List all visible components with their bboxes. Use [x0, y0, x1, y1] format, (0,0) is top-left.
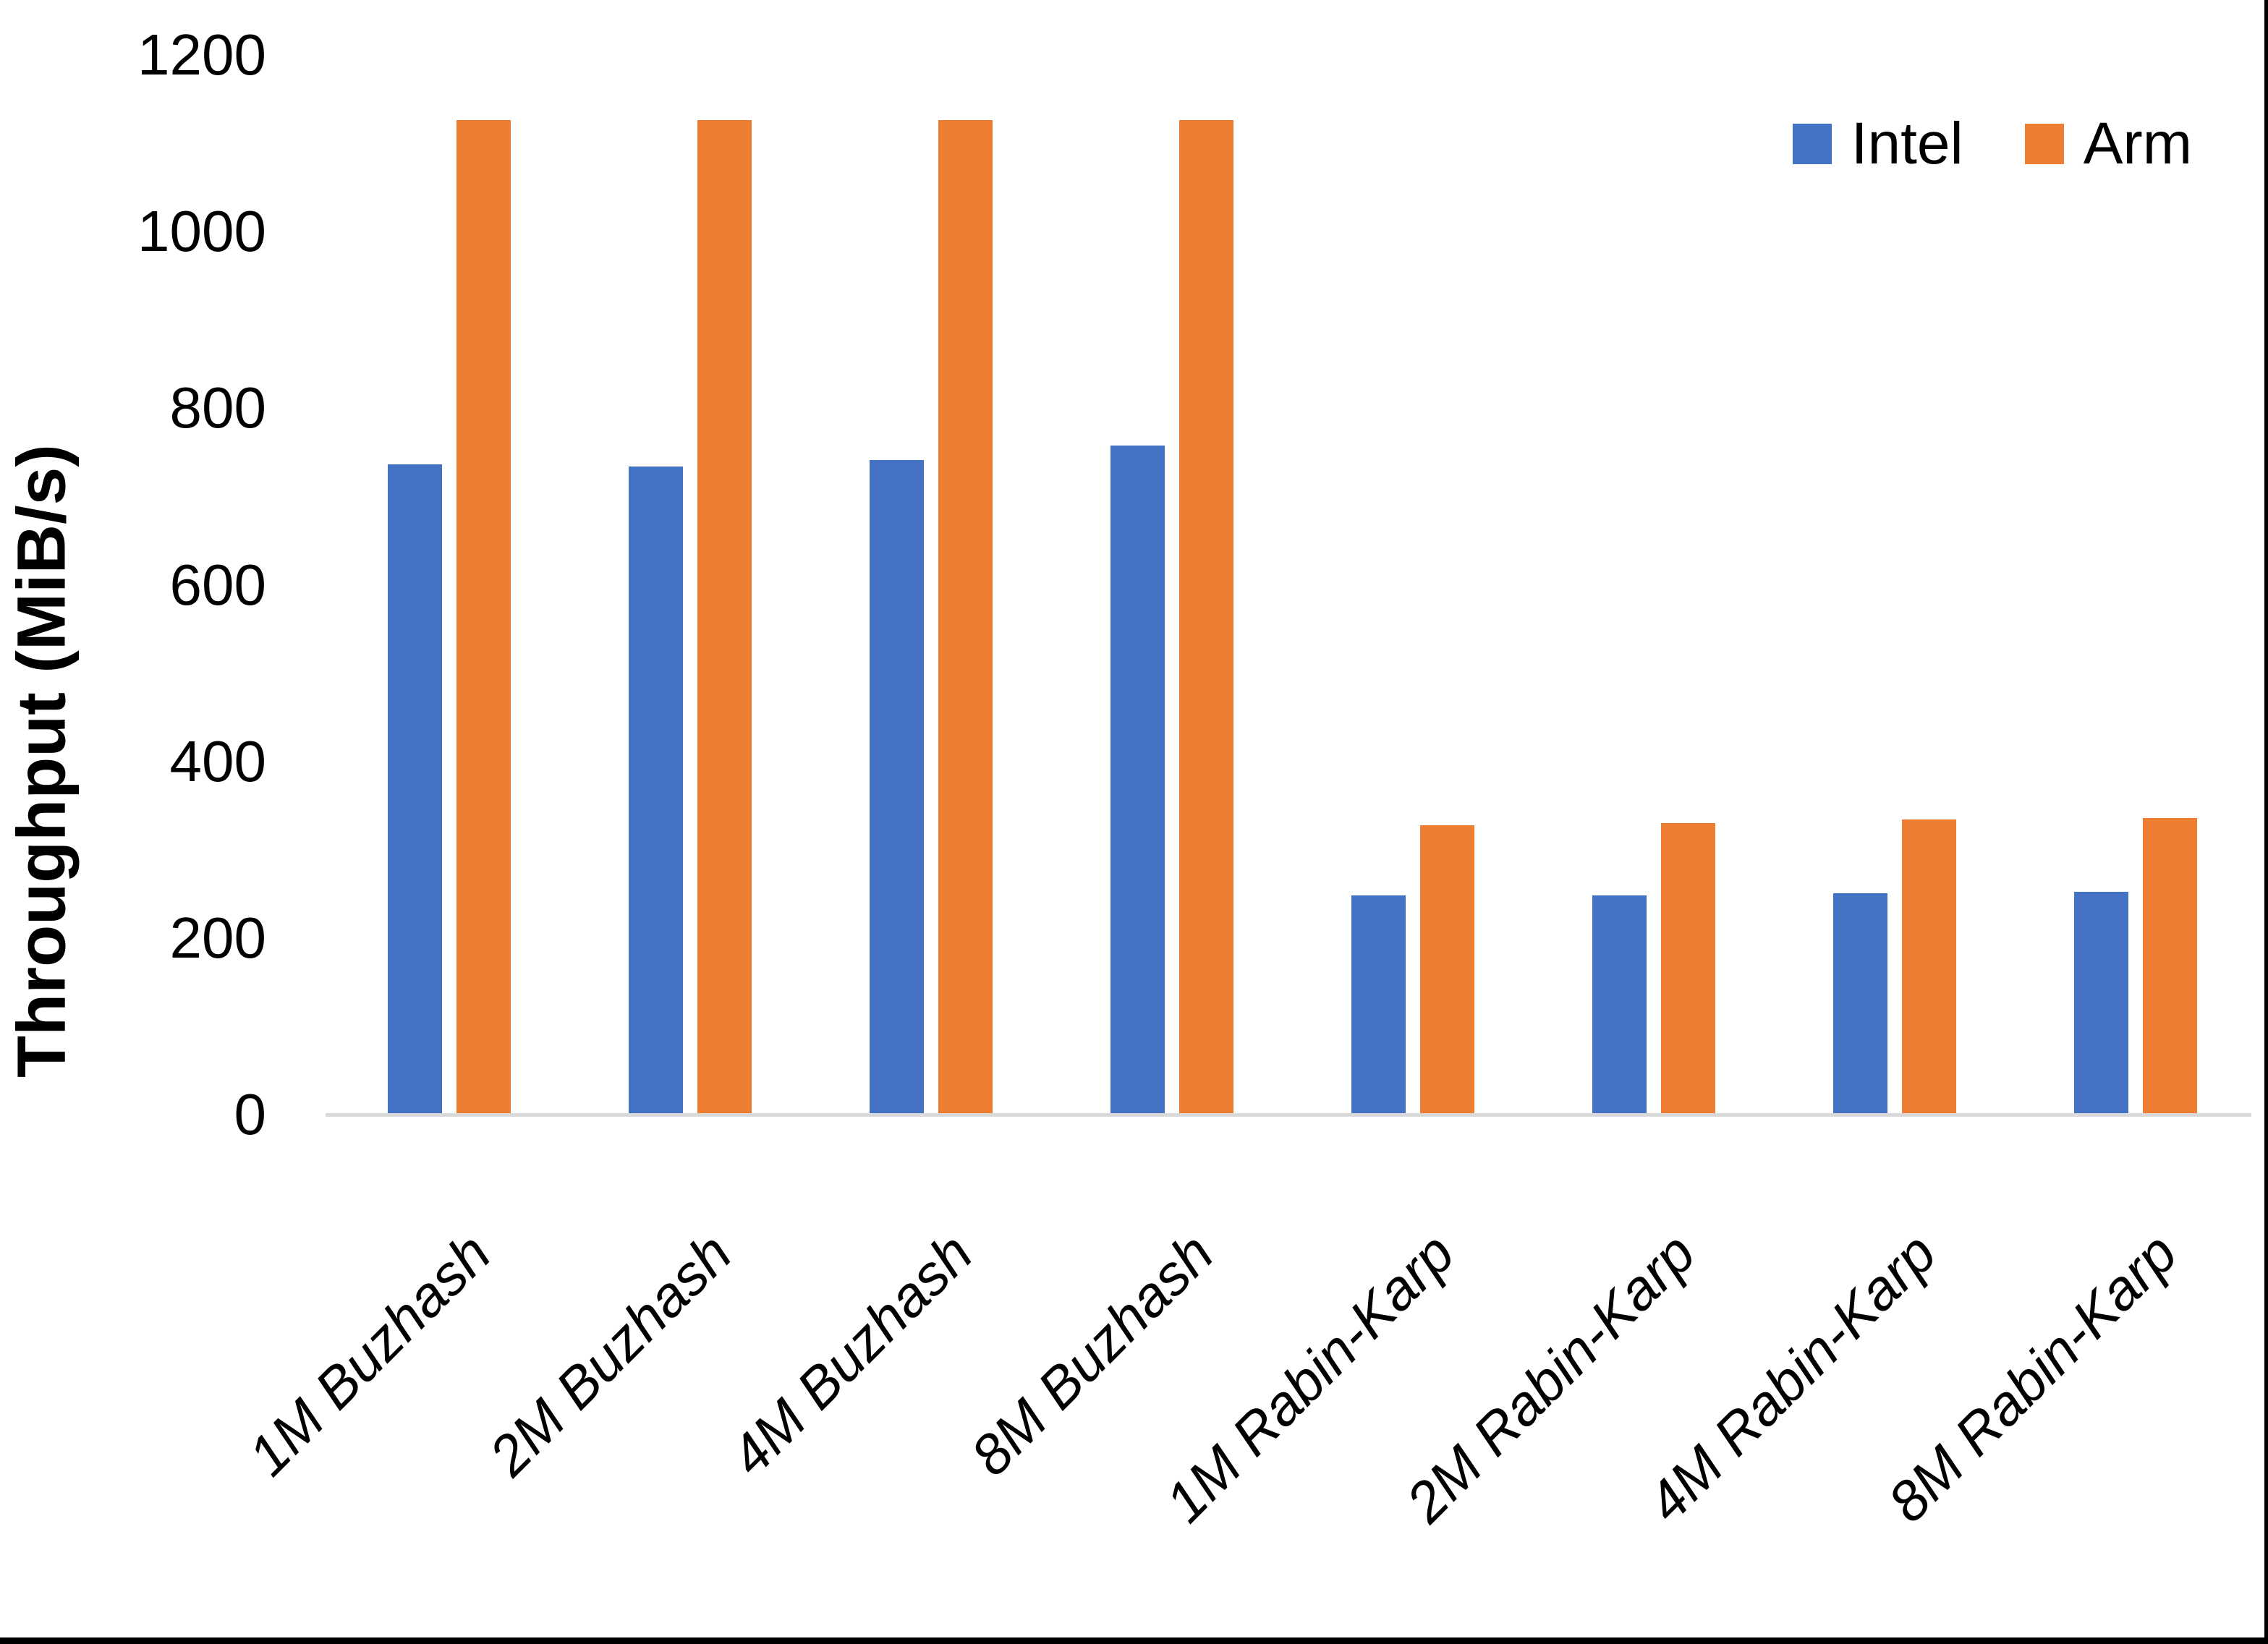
- bar-arm-4m-rabin-karp: [1902, 819, 1956, 1115]
- x-category-label-8m-buzhash: 8M Buzhash: [959, 1221, 1226, 1488]
- legend-label-intel: Intel: [1851, 111, 1963, 176]
- x-category-label-2m-buzhash: 2M Buzhash: [477, 1221, 744, 1488]
- y-axis-title: Throughput (MiB/s): [3, 444, 80, 1078]
- y-tick-label-600: 600: [169, 552, 266, 617]
- bar-intel-4m-buzhash: [870, 460, 924, 1115]
- bar-intel-2m-rabin-karp: [1592, 895, 1647, 1115]
- y-tick-label-200: 200: [169, 905, 266, 970]
- y-tick-label-1200: 1200: [137, 22, 266, 87]
- y-tick-label-0: 0: [234, 1082, 267, 1146]
- x-category-label-4m-buzhash: 4M Buzhash: [718, 1221, 985, 1488]
- bar-arm-8m-rabin-karp: [2143, 817, 2197, 1115]
- x-axis-line: [326, 1113, 2251, 1117]
- bar-arm-1m-buzhash: [456, 120, 511, 1115]
- bar-arm-2m-buzhash: [697, 120, 752, 1115]
- bar-intel-2m-buzhash: [629, 466, 683, 1115]
- page-border-right: [2264, 0, 2268, 1644]
- legend-item-arm: Arm: [2024, 111, 2192, 176]
- legend: Intel Arm: [1792, 111, 2192, 176]
- legend-label-arm: Arm: [2083, 111, 2192, 176]
- page-border-bottom: [0, 1637, 2268, 1644]
- bar-arm-2m-rabin-karp: [1661, 823, 1715, 1115]
- y-tick-label-1000: 1000: [137, 199, 266, 264]
- legend-marker-intel-icon: [1792, 124, 1832, 164]
- bar-intel-8m-buzhash: [1110, 445, 1165, 1115]
- bar-intel-4m-rabin-karp: [1833, 893, 1887, 1115]
- bar-arm-1m-rabin-karp: [1420, 825, 1474, 1115]
- bar-intel-1m-rabin-karp: [1351, 895, 1406, 1115]
- bar-arm-4m-buzhash: [938, 120, 993, 1115]
- bar-intel-1m-buzhash: [388, 464, 442, 1115]
- legend-item-intel: Intel: [1792, 111, 1963, 176]
- y-tick-label-400: 400: [169, 728, 266, 793]
- bar-arm-8m-buzhash: [1179, 120, 1233, 1115]
- y-tick-label-800: 800: [169, 375, 266, 440]
- legend-marker-arm-icon: [2024, 124, 2064, 164]
- bar-intel-8m-rabin-karp: [2074, 892, 2128, 1115]
- x-category-label-1m-buzhash: 1M Buzhash: [236, 1221, 504, 1488]
